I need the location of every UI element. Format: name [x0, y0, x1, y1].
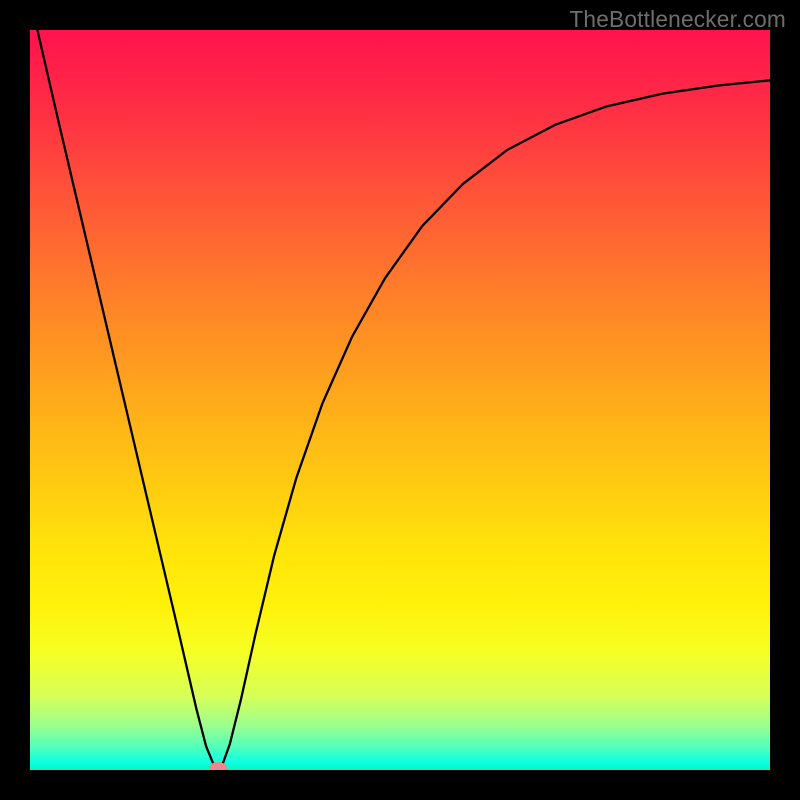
optimal-point-marker: [209, 762, 227, 770]
watermark-text: TheBottlenecker.com: [569, 6, 786, 33]
bottleneck-curve: [30, 30, 770, 770]
curve-path: [37, 30, 770, 768]
plot-area: [30, 30, 770, 770]
